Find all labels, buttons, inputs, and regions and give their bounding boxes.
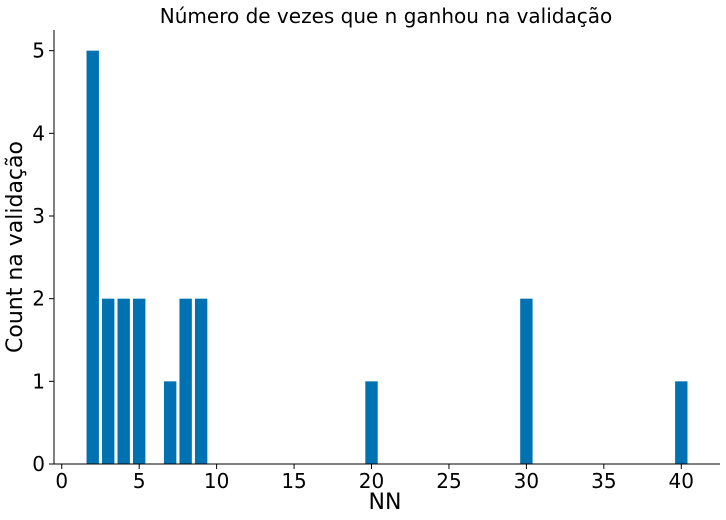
bar-nn-20	[365, 381, 378, 464]
x-axis-label: NN	[369, 490, 402, 515]
x-tick-label: 30	[514, 469, 539, 493]
chart-title: Número de vezes que n ganhou na validaçã…	[160, 4, 612, 28]
x-tick-label: 25	[436, 469, 461, 493]
bar-nn-9	[194, 298, 208, 464]
y-tick-label: 1	[32, 369, 45, 393]
x-tick-label: 10	[204, 469, 229, 493]
y-tick-label: 3	[32, 204, 45, 228]
x-tick-label: 20	[359, 469, 384, 493]
bar-nn-3	[102, 298, 115, 464]
bar-nn-2	[86, 50, 99, 465]
x-tick-label: 35	[591, 469, 616, 493]
y-tick-label: 2	[32, 287, 45, 311]
y-tick-label: 0	[32, 452, 45, 476]
bar-nn-7	[163, 381, 177, 464]
y-tick-label: 4	[32, 121, 45, 145]
y-axis-label: Count na validação	[3, 141, 28, 353]
x-tick-label: 40	[669, 469, 694, 493]
x-tick-label: 15	[281, 469, 306, 493]
x-tick-label: 5	[133, 469, 146, 493]
bar-nn-8	[179, 298, 192, 464]
bars-group	[86, 50, 688, 465]
y-tick-label: 5	[32, 39, 45, 63]
bar-nn-40	[675, 381, 688, 464]
x-ticks-group: 0 5 10 15 20 25 30 35 40	[55, 464, 694, 493]
bar-nn-4	[117, 298, 130, 464]
y-ticks-group: 0 1 2 3 4 5	[32, 39, 54, 476]
bar-nn-30	[520, 298, 533, 464]
bar-nn-5	[132, 298, 146, 464]
x-tick-label: 0	[55, 469, 68, 493]
